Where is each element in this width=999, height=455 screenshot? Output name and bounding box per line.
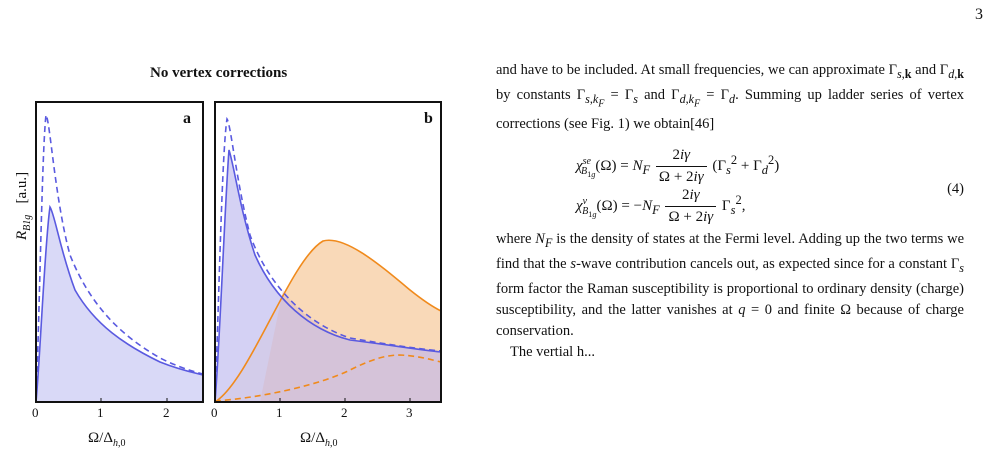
page-number: 3 <box>975 6 983 23</box>
tick-label: 0 <box>32 405 39 420</box>
equation-4: χseB1g(Ω) = NF 2iγ Ω + 2iγ (Γs2 + Γd2) χv… <box>576 147 964 226</box>
tick-label: 1 <box>97 405 104 420</box>
text-column: and have to be included. At small freque… <box>496 60 964 363</box>
tick-label: 2 <box>341 405 348 420</box>
figure-plots <box>35 101 442 403</box>
tick-label: 2 <box>163 405 170 420</box>
figure-title: No vertex corrections <box>150 65 288 81</box>
tick-label: 3 <box>406 405 413 420</box>
x-axis-label-b: Ω/Δh,0 <box>300 430 338 449</box>
panel-a <box>35 101 204 403</box>
paragraph-2: where NF is the density of states at the… <box>496 231 965 339</box>
tick-label: 0 <box>211 405 218 420</box>
panel-b <box>214 101 442 403</box>
paragraph-3: The vertial h... <box>510 343 595 360</box>
panel-b-label: b <box>424 110 433 127</box>
tick-label: 1 <box>276 405 283 420</box>
figure: No vertex corrections RB1g [a.u.] <box>0 0 480 455</box>
x-axis-label-a: Ω/Δh,0 <box>88 430 126 449</box>
panel-a-label: a <box>183 110 191 127</box>
paragraph-1: and have to be included. At small freque… <box>496 62 965 133</box>
equation-number: (4) <box>947 181 964 198</box>
